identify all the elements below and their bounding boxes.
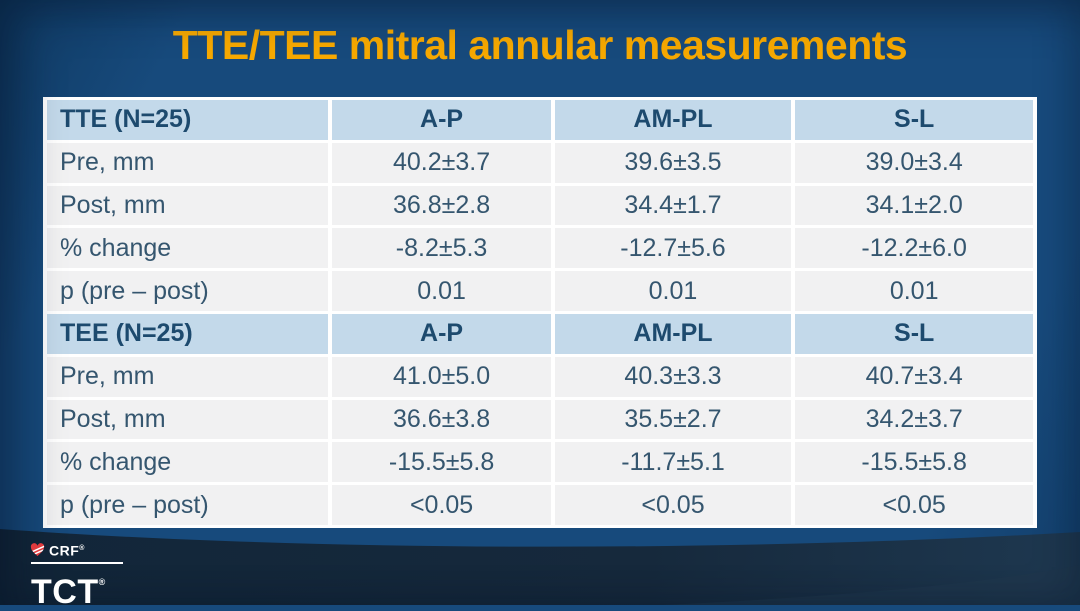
cell-value: 34.4±1.7	[554, 185, 792, 226]
logo-divider	[31, 561, 123, 564]
table-row: p (pre – post) <0.05 <0.05 <0.05	[47, 485, 1033, 525]
cell-value: 41.0±5.0	[332, 356, 551, 397]
measurements-table: TTE (N=25) A-P AM-PL S-L Pre, mm 40.2±3.7 39.6…	[43, 97, 1037, 528]
cell-value: 39.6±3.5	[554, 142, 792, 183]
cell-value: -15.5±5.8	[332, 442, 551, 483]
section-header-row: TTE (N=25) A-P AM-PL S-L	[47, 100, 1033, 140]
crf-label: CRF®	[49, 542, 85, 559]
column-header: A-P	[332, 313, 551, 354]
table-body: TTE (N=25) A-P AM-PL S-L Pre, mm 40.2±3.7 39.6…	[47, 100, 1033, 525]
column-header: AM-PL	[554, 100, 792, 140]
row-label: Post, mm	[47, 185, 329, 226]
row-label: Pre, mm	[47, 142, 329, 183]
cell-value: 39.0±3.4	[795, 142, 1033, 183]
cell-value: 34.1±2.0	[795, 185, 1033, 226]
row-label: Post, mm	[47, 399, 329, 440]
cell-value: 35.5±2.7	[554, 399, 792, 440]
cell-value: 40.7±3.4	[795, 356, 1033, 397]
cell-value: <0.05	[554, 485, 792, 525]
cell-value: <0.05	[332, 485, 551, 525]
cell-value: 34.2±3.7	[795, 399, 1033, 440]
table-row: Post, mm 36.8±2.8 34.4±1.7 34.1±2.0	[47, 185, 1033, 226]
column-header: A-P	[332, 100, 551, 140]
column-header: S-L	[795, 100, 1033, 140]
cell-value: -11.7±5.1	[554, 442, 792, 483]
crf-tct-logo: CRF® TCT®	[30, 541, 123, 609]
crf-heart-icon	[30, 542, 45, 557]
bottom-swoosh	[0, 527, 1080, 605]
slide-title: TTE/TEE mitral annular measurements	[172, 22, 908, 68]
cell-value: -15.5±5.8	[795, 442, 1033, 483]
table-row: % change -15.5±5.8 -11.7±5.1 -15.5±5.8	[47, 442, 1033, 483]
row-label: p (pre – post)	[47, 271, 329, 311]
column-header: S-L	[795, 313, 1033, 354]
row-label: % change	[47, 228, 329, 269]
tct-label: TCT®	[31, 572, 106, 611]
cell-value: 36.8±2.8	[332, 185, 551, 226]
table-row: % change -8.2±5.3 -12.7±5.6 -12.2±6.0	[47, 228, 1033, 269]
section-label: TTE (N=25)	[47, 100, 329, 140]
cell-value: 40.3±3.3	[554, 356, 792, 397]
table-row: Pre, mm 40.2±3.7 39.6±3.5 39.0±3.4	[47, 142, 1033, 183]
row-label: p (pre – post)	[47, 485, 329, 525]
row-label: % change	[47, 442, 329, 483]
section-header-row: TEE (N=25) A-P AM-PL S-L	[47, 313, 1033, 354]
cell-value: 0.01	[795, 271, 1033, 311]
cell-value: -12.7±5.6	[554, 228, 792, 269]
cell-value: 40.2±3.7	[332, 142, 551, 183]
tct-registered-mark: ®	[98, 576, 106, 587]
table-row: Pre, mm 41.0±5.0 40.3±3.3 40.7±3.4	[47, 356, 1033, 397]
cell-value: -12.2±6.0	[795, 228, 1033, 269]
cell-value: 0.01	[332, 271, 551, 311]
table-row: p (pre – post) 0.01 0.01 0.01	[47, 271, 1033, 311]
cell-value: -8.2±5.3	[332, 228, 551, 269]
section-label: TEE (N=25)	[47, 313, 329, 354]
column-header: AM-PL	[554, 313, 792, 354]
cell-value: 0.01	[554, 271, 792, 311]
crf-row: CRF®	[30, 541, 123, 559]
cell-value: 36.6±3.8	[332, 399, 551, 440]
crf-registered-mark: ®	[79, 545, 85, 552]
table-row: Post, mm 36.6±3.8 35.5±2.7 34.2±3.7	[47, 399, 1033, 440]
row-label: Pre, mm	[47, 356, 329, 397]
cell-value: <0.05	[795, 485, 1033, 525]
measurements-table-grid: TTE (N=25) A-P AM-PL S-L Pre, mm 40.2±3.7 39.6…	[43, 97, 1037, 528]
